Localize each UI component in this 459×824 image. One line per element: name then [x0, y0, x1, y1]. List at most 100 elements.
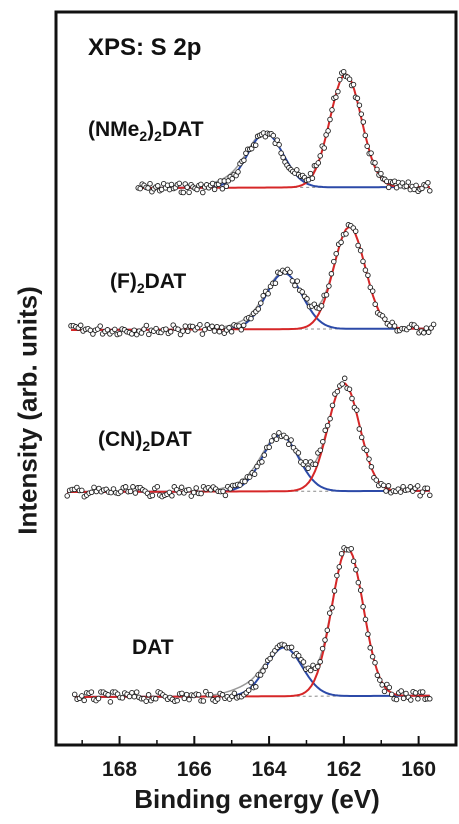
data-point [88, 489, 95, 496]
data-point [363, 447, 370, 454]
data-point [198, 490, 204, 497]
data-point [334, 388, 341, 395]
data-point [278, 150, 284, 156]
data-point [188, 493, 195, 499]
data-point [385, 483, 392, 489]
data-point [393, 696, 400, 703]
data-point [362, 132, 369, 139]
data-point [379, 682, 385, 688]
data-point [292, 282, 298, 289]
data-point [405, 179, 412, 185]
data-point [380, 482, 387, 489]
data-point [325, 128, 331, 134]
data-point [211, 328, 218, 334]
data-point [373, 477, 380, 483]
data-point [143, 698, 149, 704]
data-point [349, 395, 355, 402]
data-point [360, 603, 366, 610]
data-point [182, 323, 189, 329]
data-point [273, 436, 280, 442]
data-point [374, 166, 380, 173]
data-point [307, 170, 314, 177]
data-point [112, 326, 118, 333]
data-point [262, 663, 269, 670]
data-point [309, 175, 316, 181]
data-point [105, 692, 111, 698]
data-point [276, 141, 282, 148]
x-tick-label-166: 166 [177, 758, 212, 781]
data-point [97, 323, 103, 329]
data-point [267, 655, 273, 662]
data-point [193, 485, 199, 491]
data-point [71, 691, 78, 698]
spectra-group [64, 68, 437, 705]
data-point [355, 242, 361, 249]
data-point [358, 111, 365, 117]
data-point [368, 150, 374, 156]
data-point [315, 663, 321, 670]
data-point [294, 167, 300, 173]
data-point [197, 321, 203, 328]
data-point [261, 452, 268, 458]
data-point [268, 438, 275, 444]
data-point [365, 272, 371, 279]
data-point [358, 434, 365, 441]
data-point [137, 185, 143, 192]
data-point [154, 483, 161, 490]
data-point [427, 188, 433, 194]
data-point [317, 659, 323, 665]
data-point [424, 485, 431, 491]
data-point [356, 426, 363, 432]
data-point [372, 301, 378, 307]
x-axis-label: Binding energy (eV) [134, 784, 380, 814]
data-point [383, 488, 389, 494]
data-point [181, 695, 188, 702]
data-point [339, 381, 345, 387]
data-point [184, 184, 190, 191]
data-point [260, 292, 266, 299]
data-point [266, 444, 272, 450]
spectrum-label-f2-dat: (F)2DAT [110, 270, 187, 297]
data-point [338, 239, 344, 246]
data-point [337, 76, 343, 83]
data-point [176, 490, 182, 496]
data-point [368, 464, 375, 470]
data-point [372, 160, 378, 166]
data-point [415, 696, 421, 702]
data-point [397, 489, 404, 495]
spectrum-label-nme2-dat: (NMe2)2DAT [88, 118, 204, 145]
data-point [147, 180, 153, 187]
data-point [343, 231, 349, 237]
data-point [155, 183, 161, 189]
data-point [163, 326, 169, 332]
data-point [272, 280, 279, 286]
data-point [369, 288, 376, 294]
data-point [324, 627, 331, 633]
data-point [350, 81, 357, 88]
data-point [335, 88, 341, 95]
data-point [317, 447, 324, 453]
data-point [145, 692, 152, 698]
data-point [388, 691, 395, 698]
data-point [90, 331, 96, 337]
data-point [348, 545, 354, 552]
data-point [280, 154, 286, 161]
data-point [248, 679, 254, 686]
data-point [245, 687, 252, 693]
data-point [307, 667, 314, 674]
y-axis-label: Intensity (arb. units) [12, 285, 43, 535]
data-point [355, 579, 362, 586]
data-point [199, 331, 206, 337]
data-point [265, 290, 271, 297]
data-point [430, 321, 437, 328]
data-point [403, 690, 409, 697]
data-point [104, 327, 111, 333]
spectrum-2 [64, 375, 433, 500]
data-point [304, 296, 310, 302]
data-point [107, 699, 114, 705]
data-point [321, 145, 327, 151]
data-point [242, 478, 248, 485]
data-point [327, 116, 333, 123]
data-point [237, 482, 243, 488]
data-point [350, 558, 357, 564]
